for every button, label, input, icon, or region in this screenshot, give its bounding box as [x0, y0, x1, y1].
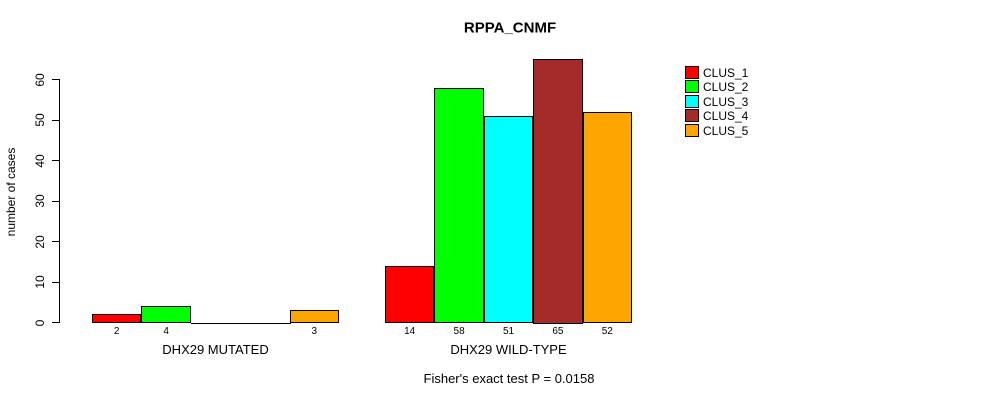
- bar-clus_2-group2: [434, 87, 484, 324]
- legend-swatch-clus_5: [685, 123, 699, 137]
- bar-value-label-clus_5-group2: 52: [601, 326, 613, 337]
- bar-clus_1-group2: [385, 265, 435, 324]
- bar-value-label-clus_3-group2: 51: [502, 326, 515, 337]
- y-tick-label-60: 60: [33, 72, 47, 87]
- legend-swatch-clus_3: [685, 94, 699, 108]
- y-tick-label-50: 50: [33, 113, 47, 127]
- bar-value-label-clus_1-group2: 14: [404, 326, 416, 337]
- bar-value-label-clus_2-group2: 58: [453, 326, 465, 337]
- legend-swatch-clus_2: [685, 80, 699, 94]
- legend-label-clus_1: CLUS_1: [703, 66, 749, 80]
- y-tick-mark-40: [52, 160, 59, 161]
- bar-value-label-clus_1-group1: 2: [113, 326, 120, 337]
- y-tick-label-40: 40: [33, 153, 47, 168]
- bar-clus_4-group1-zero: [240, 322, 291, 324]
- legend-label-clus_3: CLUS_3: [703, 94, 749, 109]
- y-tick-mark-0: [52, 322, 59, 323]
- bar-clus_1-group1: [92, 314, 142, 324]
- bar-value-label-clus_2-group1: 4: [163, 326, 169, 337]
- legend-row-clus_5: CLUS_5: [685, 123, 775, 138]
- y-tick-mark-20: [52, 241, 59, 242]
- bar-clus_3-group1-zero: [190, 322, 242, 324]
- y-tick-mark-10: [52, 281, 59, 283]
- bar-clus_2-group1: [141, 306, 191, 324]
- legend-label-clus_2: CLUS_2: [703, 80, 749, 95]
- chart-title: RPPA_CNMF: [463, 19, 557, 37]
- legend-label-clus_4: CLUS_4: [703, 109, 749, 124]
- bar-clus_5-group1: [289, 310, 339, 324]
- y-tick-label-10: 10: [33, 275, 47, 289]
- y-axis-label: number of cases: [4, 147, 18, 237]
- legend-swatch-clus_1: [685, 66, 699, 79]
- bar-clus_5-group2: [582, 111, 632, 324]
- bar-value-label-clus_4-group2: 65: [552, 326, 564, 337]
- y-tick-mark-60: [52, 79, 59, 80]
- group-label-2: DHX29 WILD-TYPE: [450, 342, 567, 357]
- legend-row-clus_2: CLUS_2: [685, 80, 775, 95]
- bar-clus_3-group2: [483, 115, 534, 324]
- legend-row-clus_1: CLUS_1: [685, 66, 775, 80]
- y-tick-mark-50: [52, 119, 59, 121]
- legend-row-clus_4: CLUS_4: [685, 109, 775, 124]
- legend-row-clus_3: CLUS_3: [685, 94, 775, 109]
- footnote-fisher-test: Fisher's exact test P = 0.0158: [423, 371, 595, 386]
- y-tick-mark-30: [52, 200, 59, 202]
- group-label-1: DHX29 MUTATED: [162, 342, 269, 357]
- y-tick-label-0: 0: [33, 319, 47, 326]
- bar-clus_4-group2: [533, 59, 583, 324]
- legend-label-clus_5: CLUS_5: [703, 123, 749, 138]
- y-axis-line: [59, 79, 60, 323]
- y-tick-label-20: 20: [33, 234, 47, 249]
- y-tick-label-30: 30: [33, 194, 47, 208]
- legend-swatch-clus_4: [685, 109, 699, 123]
- bar-value-label-clus_5-group1: 3: [311, 326, 318, 337]
